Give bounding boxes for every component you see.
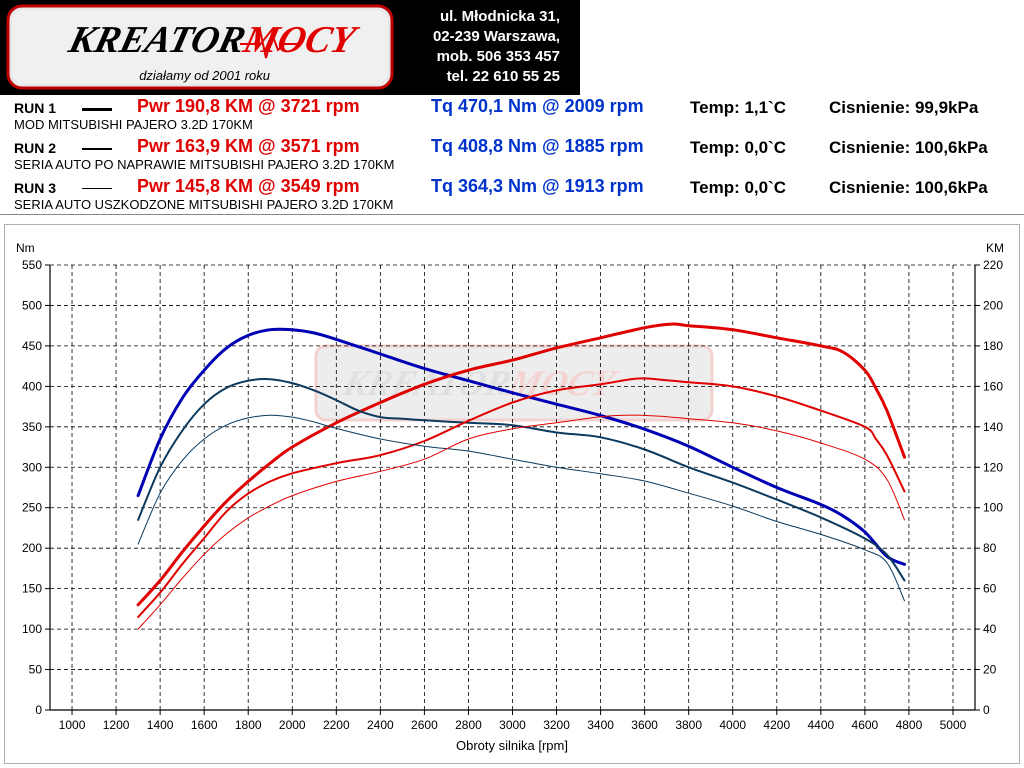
run-3-line-swatch	[82, 188, 112, 189]
run-2-line-swatch	[82, 148, 112, 150]
address-mobile: mob. 506 353 457	[436, 48, 560, 65]
x-tick-label: 1600	[191, 718, 218, 732]
run-power-peak: Pwr 163,9 KM @ 3571 rpm	[137, 136, 360, 156]
y-right-tick-label: 140	[983, 420, 1003, 434]
y-right-tick-label: 220	[983, 258, 1003, 272]
run-temperature: Temp: 0,0`C	[690, 138, 787, 157]
x-tick-label: 2400	[367, 718, 394, 732]
y-left-axis-title: Nm	[16, 241, 35, 255]
logo-text-kreator: KREATOR	[64, 20, 250, 61]
x-tick-label: 4600	[852, 718, 879, 732]
y-left-tick-label: 150	[22, 582, 42, 596]
x-tick-label: 2800	[455, 718, 482, 732]
y-right-tick-label: 60	[983, 582, 997, 596]
run-power-peak: Pwr 145,8 KM @ 3549 rpm	[137, 176, 360, 196]
run-description: SERIA AUTO PO NAPRAWIE MITSUBISHI PAJERO…	[14, 157, 395, 172]
x-tick-label: 3600	[631, 718, 658, 732]
y-right-tick-label: 40	[983, 622, 997, 636]
y-left-tick-label: 0	[35, 703, 42, 717]
run-pressure: Cisnienie: 100,6kPa	[829, 138, 988, 157]
y-left-tick-label: 50	[29, 663, 43, 677]
run-power-peak: Pwr 190,8 KM @ 3721 rpm	[137, 96, 360, 116]
run-temperature: Temp: 1,1`C	[690, 98, 787, 117]
y-right-tick-label: 0	[983, 703, 990, 717]
x-tick-label: 1800	[235, 718, 262, 732]
logo-text-mocy: MOCY	[238, 20, 362, 61]
x-tick-label: 1400	[147, 718, 174, 732]
y-right-tick-label: 100	[983, 501, 1003, 515]
x-tick-label: 3200	[543, 718, 570, 732]
address-panel: ul. Młodnicka 31, 02-239 Warszawa, mob. …	[400, 0, 580, 95]
x-axis-title: Obroty silnika [rpm]	[456, 738, 568, 753]
run-pressure: Cisnienie: 100,6kPa	[829, 178, 988, 197]
y-left-tick-label: 300	[22, 460, 42, 474]
logo-tagline: działamy od 2001 roku	[139, 68, 270, 83]
address-city: 02-239 Warszawa,	[432, 28, 560, 45]
x-tick-label: 4000	[719, 718, 746, 732]
y-right-tick-label: 20	[983, 663, 997, 677]
series-line-run2-power	[137, 377, 906, 618]
y-right-tick-label: 180	[983, 339, 1003, 353]
run-description: MOD MITSUBISHI PAJERO 3.2D 170KM	[14, 117, 253, 132]
run-torque-peak: Tq 408,8 Nm @ 1885 rpm	[431, 136, 644, 156]
run-label: RUN 2	[14, 140, 57, 156]
watermark-logo: KREATORMOCY	[314, 344, 714, 422]
x-tick-label: 4400	[807, 718, 834, 732]
y-right-axis-title: KM	[986, 241, 1004, 255]
svg-text:KREATORMOCY: KREATORMOCY	[64, 20, 363, 61]
y-right-tick-label: 120	[983, 460, 1003, 474]
x-tick-label: 2000	[279, 718, 306, 732]
y-left-tick-label: 100	[22, 622, 42, 636]
x-tick-label: 3400	[587, 718, 614, 732]
run-description: SERIA AUTO USZKODZONE MITSUBISHI PAJERO …	[14, 197, 394, 212]
logo-pulse-icon	[240, 26, 300, 59]
series-line-run2-torque	[137, 378, 906, 582]
series-line-run3-power	[137, 414, 905, 630]
y-right-tick-label: 200	[983, 298, 1003, 312]
x-tick-label: 3000	[499, 718, 526, 732]
y-right-tick-label: 160	[983, 379, 1003, 393]
address-street: ul. Młodnicka 31,	[439, 8, 560, 25]
header-separator	[0, 214, 1024, 215]
x-tick-label: 5000	[940, 718, 967, 732]
x-tick-label: 1000	[59, 718, 86, 732]
run-torque-peak: Tq 364,3 Nm @ 1913 rpm	[431, 176, 644, 196]
y-left-tick-label: 200	[22, 541, 42, 555]
x-tick-label: 2200	[323, 718, 350, 732]
y-left-tick-label: 550	[22, 258, 42, 272]
x-tick-label: 4800	[896, 718, 923, 732]
dyno-chart-frame	[4, 224, 1020, 764]
series-line-run1-torque	[136, 327, 906, 566]
y-left-tick-label: 350	[22, 420, 42, 434]
kreatormocy-logo: KREATORMOCY działamy od 2001 roku	[6, 4, 394, 90]
run-torque-peak: Tq 470,1 Nm @ 2009 rpm	[431, 96, 644, 116]
run-pressure: Cisnienie: 99,9kPa	[829, 98, 979, 117]
series-line-run1-power	[136, 322, 906, 607]
run-label: RUN 1	[14, 100, 57, 116]
x-tick-label: 1200	[103, 718, 130, 732]
y-right-tick-label: 80	[983, 541, 997, 555]
y-left-tick-label: 500	[22, 298, 42, 312]
run-1-line-swatch	[82, 108, 112, 111]
y-left-tick-label: 250	[22, 501, 42, 515]
y-left-tick-label: 450	[22, 339, 42, 353]
x-tick-label: 4200	[763, 718, 790, 732]
x-tick-label: 3800	[675, 718, 702, 732]
run-label: RUN 3	[14, 180, 57, 196]
logo-panel: KREATORMOCY działamy od 2001 roku	[0, 0, 400, 95]
run-temperature: Temp: 0,0`C	[690, 178, 787, 197]
x-tick-label: 2600	[411, 718, 438, 732]
y-left-tick-label: 400	[22, 379, 42, 393]
address-phone: tel. 22 610 55 25	[446, 68, 560, 85]
